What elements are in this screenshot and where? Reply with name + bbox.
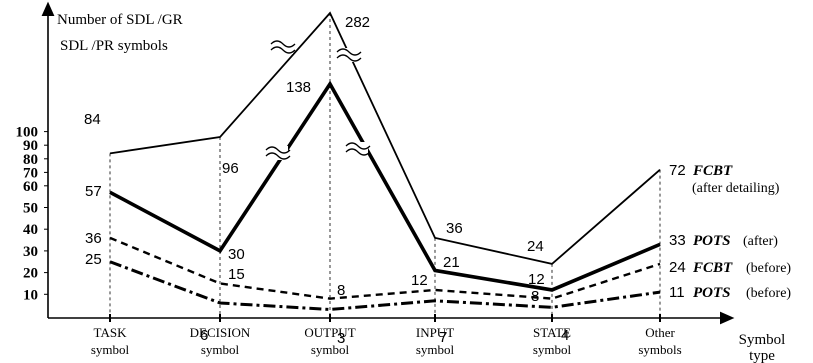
y-tick-label: 70 <box>23 165 38 181</box>
x-axis-title-line-1: Symbol <box>739 332 786 348</box>
break-gap <box>339 48 359 62</box>
data-label: 6 <box>200 327 208 344</box>
y-tick-label: 40 <box>23 222 38 238</box>
break-mark <box>345 142 371 150</box>
category-label-line-2: symbol <box>311 342 350 357</box>
data-label: 57 <box>85 183 102 200</box>
break-gap <box>268 146 288 160</box>
category-label-line-2: symbol <box>416 342 455 357</box>
series-line <box>109 80 661 292</box>
series-line <box>109 11 661 265</box>
category-label-line-1: OUTPUT <box>304 325 355 340</box>
break-mark <box>336 48 362 56</box>
data-label: 11 <box>669 284 685 301</box>
data-label: 12 <box>411 272 428 289</box>
y-tick-label: 10 <box>23 287 38 303</box>
series-line <box>109 236 661 300</box>
category-label-line-1: STATE <box>533 325 571 340</box>
series-name: POTS <box>693 233 731 249</box>
break-mark <box>345 148 371 156</box>
data-label: 24 <box>669 259 686 276</box>
series-note: (after) <box>743 234 778 249</box>
series-name: FCBT <box>692 260 733 276</box>
series-name: FCBT <box>692 163 733 179</box>
y-tick-label: 90 <box>23 138 38 154</box>
y-tick-label: 100 <box>16 125 39 141</box>
data-label: 12 <box>528 271 545 288</box>
data-label: 8 <box>531 288 539 305</box>
category-label-line-1: DECISION <box>190 325 251 340</box>
data-label: 8 <box>337 282 345 299</box>
break-mark <box>270 40 296 48</box>
series-note: (before) <box>746 286 791 301</box>
category-label-line-2: symbol <box>533 342 572 357</box>
y-tick-label: 30 <box>23 244 38 260</box>
break-gap <box>273 40 293 54</box>
data-label: 138 <box>286 79 311 96</box>
series-line <box>109 260 661 311</box>
data-label: 84 <box>84 111 101 128</box>
category-label-line-1: Other <box>645 325 675 340</box>
series-note: (before) <box>746 261 791 276</box>
category-label-line-1: TASK <box>94 325 128 340</box>
break-mark <box>270 46 296 54</box>
data-label: 25 <box>85 251 102 268</box>
x-axis-title-line-2: type <box>749 348 775 363</box>
data-label: 30 <box>228 246 245 263</box>
data-label: 24 <box>527 238 544 255</box>
data-label: 15 <box>228 266 245 283</box>
data-label: 36 <box>85 230 102 247</box>
category-label-line-2: symbols <box>638 342 681 357</box>
data-label: 282 <box>345 14 370 31</box>
break-mark <box>265 152 291 160</box>
category-label-line-1: INPUT <box>416 325 454 340</box>
data-label: 3 <box>337 330 345 347</box>
data-label: 7 <box>439 329 447 346</box>
break-mark <box>265 146 291 154</box>
y-axis-title-line-1: Number of SDL /GR <box>57 12 183 28</box>
y-tick-label: 20 <box>23 266 38 282</box>
data-label: 72 <box>669 162 686 179</box>
y-axis-title-line-2: SDL /PR symbols <box>60 38 168 54</box>
break-mark <box>336 54 362 62</box>
series-name: POTS <box>693 285 731 301</box>
y-tick-label: 60 <box>23 179 38 195</box>
y-tick-label: 50 <box>23 201 38 217</box>
series-note: (after detailing) <box>692 181 780 196</box>
data-label: 96 <box>222 160 239 177</box>
data-label: 21 <box>443 254 460 271</box>
data-label: 33 <box>669 232 686 249</box>
y-tick-label: 80 <box>23 152 38 168</box>
category-label-line-2: symbol <box>91 342 130 357</box>
data-label: 4 <box>561 327 569 344</box>
data-label: 36 <box>446 220 463 237</box>
category-label-line-2: symbol <box>201 342 240 357</box>
break-gap <box>348 142 368 156</box>
